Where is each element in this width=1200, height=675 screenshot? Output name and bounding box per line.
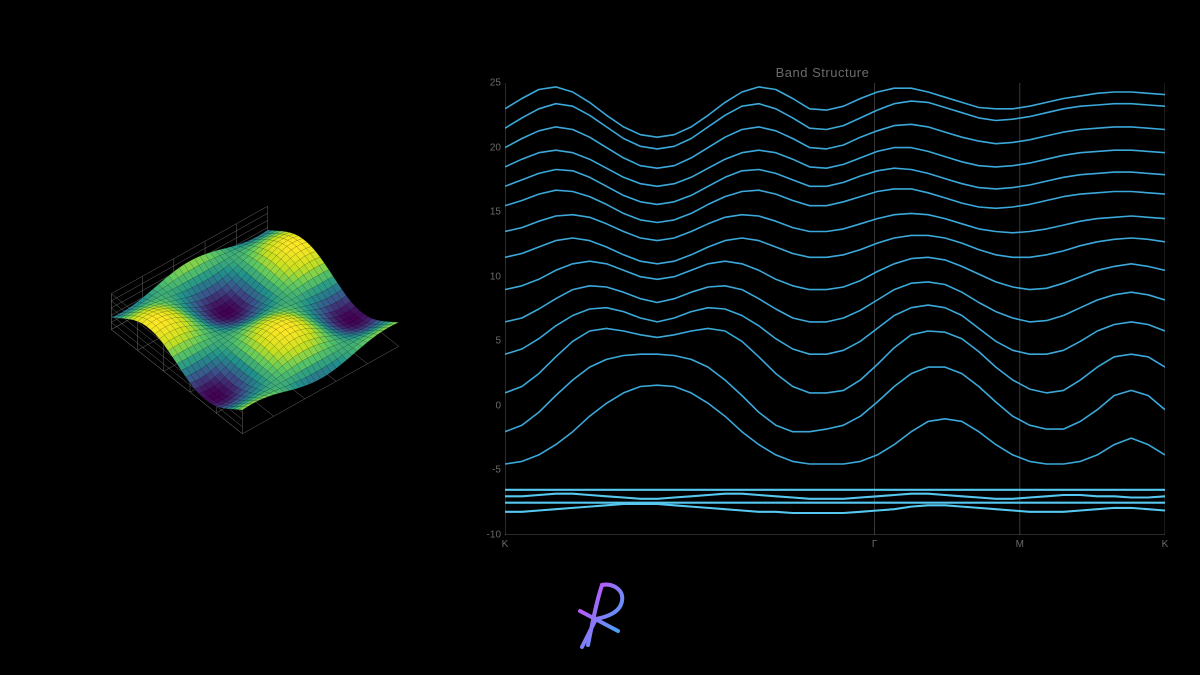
y-tick-label: 25	[490, 78, 501, 89]
y-tick-label: -5	[492, 465, 501, 476]
y-tick-label: 15	[490, 207, 501, 218]
x-tick-label: M	[1016, 539, 1024, 550]
x-tick-label: Γ	[872, 539, 878, 550]
logo-icon	[560, 575, 640, 655]
y-tick-label: 20	[490, 142, 501, 153]
band-structure-plot	[505, 83, 1165, 535]
y-tick-label: 10	[490, 271, 501, 282]
x-tick-label: K	[502, 539, 509, 550]
y-axis-ticks: -10-50510152025	[480, 83, 505, 535]
band-structure-panel: Band Structure -10-50510152025 KΓMK	[480, 65, 1165, 555]
surface-plot-3d	[65, 190, 445, 440]
y-tick-label: 5	[495, 336, 501, 347]
x-tick-label: K	[1162, 539, 1169, 550]
x-axis-ticks: KΓMK	[505, 537, 1165, 555]
y-tick-label: 0	[495, 400, 501, 411]
y-tick-label: -10	[487, 530, 501, 541]
band-structure-title: Band Structure	[480, 65, 1165, 80]
